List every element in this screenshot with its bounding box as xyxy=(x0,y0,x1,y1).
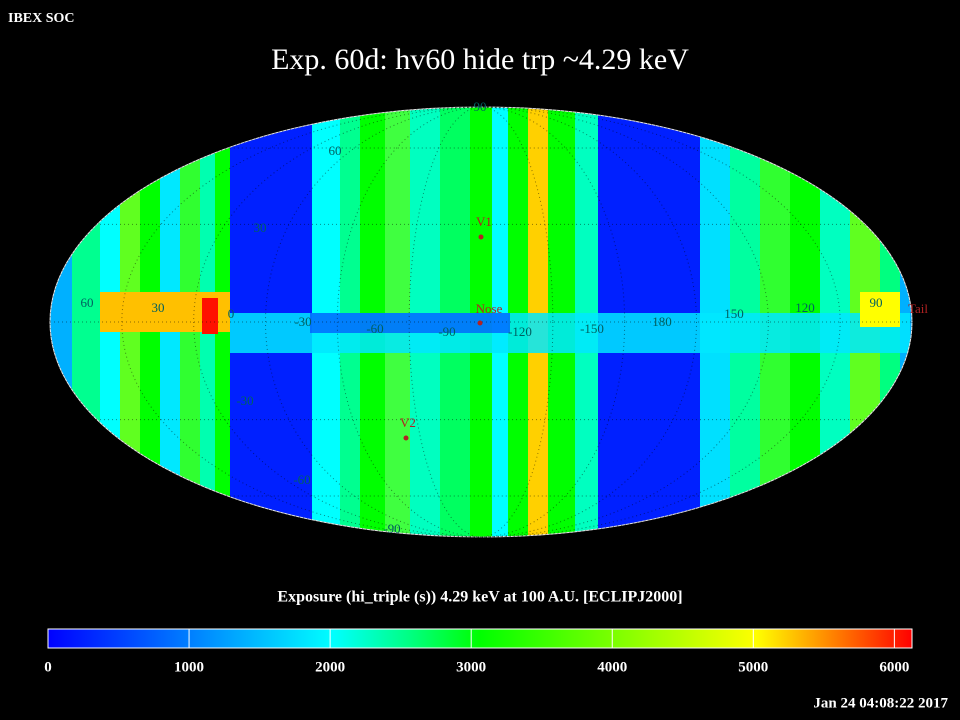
timestamp: Jan 24 04:08:22 2017 xyxy=(813,695,948,711)
map-patch xyxy=(202,298,218,334)
marker-label: V2 xyxy=(400,415,416,430)
colorbar-ticks: 0 1000 2000 3000 4000 5000 6000 xyxy=(44,629,909,675)
longitude-label: -60 xyxy=(366,321,383,336)
graticule xyxy=(49,106,913,538)
latitude-label: -30 xyxy=(236,393,253,408)
equator-band xyxy=(310,313,510,333)
latitude-label: 30 xyxy=(254,220,267,235)
latitude-label: -60 xyxy=(293,472,310,487)
longitude-label: -30 xyxy=(294,314,311,329)
latitude-label: 90 xyxy=(474,99,487,114)
longitude-label: -120 xyxy=(508,324,532,339)
map-outline xyxy=(49,106,913,538)
longitude-label: 90 xyxy=(870,295,883,310)
meridian xyxy=(49,106,913,538)
meridian xyxy=(265,106,697,538)
marker-label: V1 xyxy=(476,214,492,229)
marker-dot xyxy=(477,320,483,326)
map-stripe xyxy=(50,107,72,537)
meridian xyxy=(193,106,769,538)
colorbar xyxy=(47,628,913,649)
org-label: IBEX SOC xyxy=(8,11,75,26)
colorbar-tick-label: 5000 xyxy=(738,659,768,675)
map-labels: 60 30 0 -30 -60 -90 -120 -150 180 150 120 90 90 60 30 -… xyxy=(81,99,929,536)
longitude-label: 60 xyxy=(81,295,94,310)
latitude-label: 60 xyxy=(329,143,342,158)
longitude-label: 150 xyxy=(724,306,744,321)
longitude-label: 120 xyxy=(795,300,815,315)
colorbar-tick-label: 3000 xyxy=(456,659,486,675)
marker-label: Nose xyxy=(476,301,503,316)
colorbar-tick-label: 4000 xyxy=(597,659,627,675)
longitude-label: 180 xyxy=(652,314,672,329)
marker-dot xyxy=(478,234,484,240)
colorbar-tick-label: 1000 xyxy=(174,659,204,675)
marker-dot xyxy=(403,435,409,441)
longitude-label: -90 xyxy=(438,324,455,339)
longitude-label: 30 xyxy=(152,300,165,315)
colorbar-tick-label: 6000 xyxy=(879,659,909,675)
meridian xyxy=(408,106,554,538)
map-patch xyxy=(860,292,900,327)
latitude-label: -90 xyxy=(383,521,400,536)
meridian xyxy=(121,106,841,538)
marker-label: Tail xyxy=(908,301,928,316)
longitude-label: 0 xyxy=(228,306,235,321)
map-title: Exp. 60d: hv60 hide trp ~4.29 keV xyxy=(271,43,689,76)
longitude-label: -150 xyxy=(580,321,604,336)
colorbar-tick-label: 0 xyxy=(44,659,52,675)
meridian xyxy=(336,106,626,538)
colorbar-tick-label: 2000 xyxy=(315,659,345,675)
colorbar-title: Exposure (hi_triple (s)) 4.29 keV at 100… xyxy=(277,589,682,606)
